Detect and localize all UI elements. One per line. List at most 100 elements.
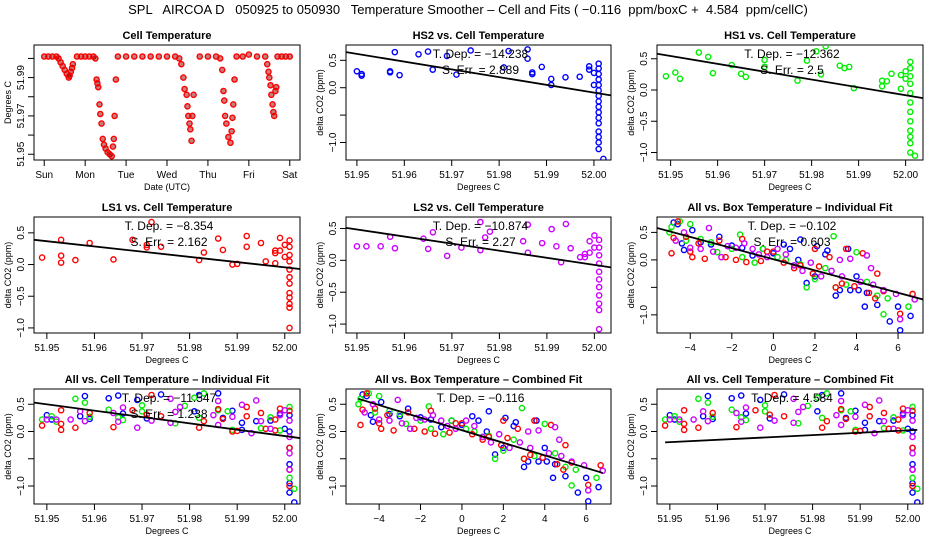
data-point-hs1 — [568, 482, 575, 489]
panel-title: Cell Temperature — [122, 30, 211, 42]
data-point-ls2 — [229, 413, 236, 421]
y-tick-label: 0.5 — [328, 221, 339, 235]
data-point-ls2 — [704, 417, 712, 425]
data-point-ls1 — [504, 434, 511, 442]
data-point-hs1 — [761, 63, 768, 71]
data-point-ls1 — [375, 420, 383, 427]
data-point-hs2 — [574, 489, 582, 496]
data-point-cell — [183, 91, 190, 99]
data-point-hs1 — [668, 223, 675, 231]
data-point-ls2 — [875, 397, 883, 404]
data-point-ls1 — [286, 273, 293, 281]
data-point-cell — [98, 120, 105, 127]
panel-title: LS2 vs. Cell Temperature — [413, 202, 544, 214]
data-point-hs2 — [909, 460, 916, 468]
data-point-ls2 — [795, 408, 802, 416]
data-point-cell — [196, 53, 204, 60]
data-point-cell — [267, 81, 274, 89]
data-point-hs2 — [369, 418, 377, 426]
data-point-hs2 — [803, 279, 810, 287]
data-point-hs2 — [549, 474, 557, 482]
data-point-ls1 — [57, 426, 65, 434]
data-point-hs1 — [355, 400, 362, 408]
data-point-hs2 — [520, 463, 528, 471]
data-point-ls1 — [57, 252, 65, 259]
y-tick-label: −1.0 — [639, 305, 650, 325]
data-point-ls1 — [584, 481, 592, 489]
x-tick-label: 0 — [771, 343, 777, 354]
data-point-ls1 — [286, 237, 293, 244]
data-point-hs1 — [818, 414, 826, 422]
data-point-hs2 — [861, 303, 869, 310]
data-point-ls1 — [276, 234, 284, 242]
data-point-hs2 — [780, 391, 788, 398]
x-tick-label: 51.97 — [130, 514, 155, 525]
data-point-ls1 — [686, 248, 694, 255]
fit-line — [358, 397, 603, 474]
data-point-ls2 — [880, 417, 888, 425]
data-point-ls2 — [562, 220, 570, 228]
y-tick-label: 0.0 — [639, 252, 650, 266]
data-point-hs1 — [907, 72, 914, 80]
y-axis-label: delta CO2 (ppm) — [315, 69, 325, 136]
data-point-hs2 — [533, 417, 540, 424]
data-point-cell — [110, 135, 118, 143]
data-point-ls1 — [452, 420, 460, 427]
data-point-ls1 — [832, 284, 840, 291]
data-point-ls1 — [286, 280, 293, 287]
data-point-ls1 — [873, 270, 881, 277]
data-point-hs2 — [844, 245, 852, 253]
data-point-hs1 — [286, 474, 293, 482]
data-point-hs2 — [814, 408, 821, 415]
data-point-ls1 — [896, 310, 904, 318]
y-axis-label: delta CO2 (ppm) — [315, 413, 325, 480]
x-tick-label: Thu — [199, 170, 216, 181]
data-point-hs1 — [500, 447, 507, 454]
x-tick-label: 51.99 — [846, 170, 871, 181]
data-point-hs1 — [518, 404, 526, 412]
data-point-hs1 — [853, 248, 860, 256]
data-point-hs1 — [897, 85, 905, 93]
data-point-ls1 — [709, 409, 716, 417]
x-tick-label: 52.00 — [272, 343, 297, 354]
data-point-cell — [220, 87, 227, 95]
y-axis-label: delta CO2 (ppm) — [3, 413, 13, 480]
data-point-ls1 — [214, 235, 222, 242]
data-point-hs1 — [847, 408, 854, 415]
data-point-ls2 — [424, 245, 432, 253]
data-point-ls2 — [595, 306, 603, 314]
data-point-hs2 — [846, 286, 854, 294]
data-point-ls2 — [462, 417, 470, 424]
panel-hs2-vs-cell: HS2 vs. Cell Temperature 51.95 51.96 51.97 5… — [315, 30, 612, 192]
data-point-ls1 — [384, 411, 391, 419]
data-point-ls1 — [865, 289, 873, 297]
data-point-hs1 — [813, 47, 820, 55]
data-point-hs2 — [238, 419, 246, 427]
panel-title: HS2 vs. Cell Temperature — [413, 30, 545, 42]
data-point-hs2 — [853, 273, 860, 280]
y-tick-label: 0.0 — [328, 253, 339, 267]
data-point-hs2 — [595, 145, 602, 153]
data-point-hs2 — [81, 392, 89, 400]
data-point-ls2 — [837, 421, 845, 429]
x-tick-label: 51.97 — [753, 514, 778, 525]
data-point-hs2 — [595, 114, 602, 122]
fit-line — [346, 226, 611, 269]
panel-all-vs-box-individual: All vs. Box Temperature – Individual Fit… — [626, 202, 924, 365]
points-layer — [657, 45, 923, 159]
y-tick-label: 0.0 — [328, 424, 339, 438]
x-tick-label: 0 — [459, 514, 465, 525]
data-point-ls2 — [437, 417, 445, 424]
data-point-ls1 — [446, 429, 453, 436]
data-point-cell — [184, 103, 191, 110]
data-point-cell — [122, 53, 130, 60]
data-point-ls1 — [57, 236, 65, 244]
x-tick-label: 51.99 — [225, 343, 250, 354]
data-point-hs1 — [290, 485, 298, 493]
x-tick-label: Tue — [118, 170, 135, 181]
data-point-ls2 — [799, 403, 807, 411]
data-point-cell — [92, 55, 99, 62]
x-tick-label: 52.00 — [895, 514, 920, 525]
data-point-hs1 — [491, 455, 499, 463]
